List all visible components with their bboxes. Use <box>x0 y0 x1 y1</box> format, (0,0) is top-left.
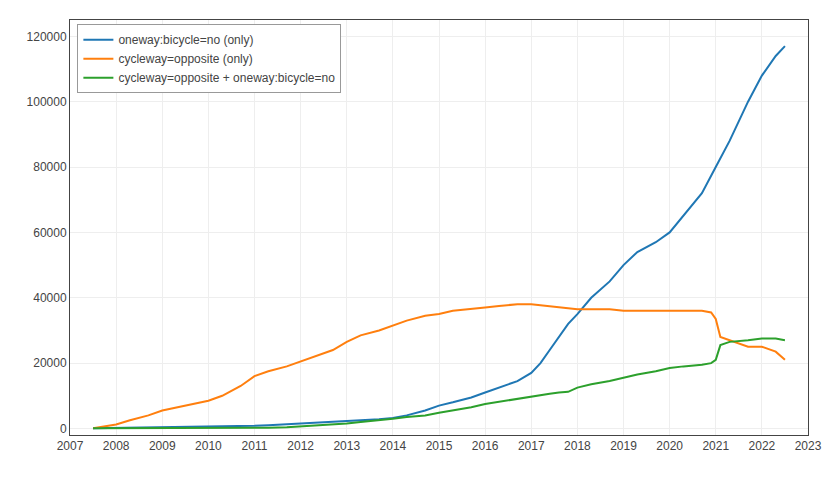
svg-text:40000: 40000 <box>33 291 67 305</box>
svg-text:2008: 2008 <box>103 439 130 453</box>
svg-text:2009: 2009 <box>149 439 176 453</box>
svg-text:2023: 2023 <box>795 439 822 453</box>
svg-text:2019: 2019 <box>610 439 637 453</box>
svg-text:2011: 2011 <box>242 439 268 453</box>
svg-text:cycleway=opposite (only): cycleway=opposite (only) <box>118 52 252 66</box>
svg-text:cycleway=opposite + oneway:bic: cycleway=opposite + oneway:bicycle=no <box>118 71 335 85</box>
svg-text:2022: 2022 <box>749 439 776 453</box>
svg-text:2015: 2015 <box>426 439 453 453</box>
svg-text:2013: 2013 <box>333 439 360 453</box>
svg-text:80000: 80000 <box>33 160 67 174</box>
svg-text:60000: 60000 <box>33 226 67 240</box>
svg-text:2016: 2016 <box>472 439 499 453</box>
svg-text:2021: 2021 <box>702 439 729 453</box>
svg-text:120000: 120000 <box>27 30 67 44</box>
svg-text:100000: 100000 <box>27 95 67 109</box>
svg-text:2012: 2012 <box>287 439 314 453</box>
svg-text:oneway:bicycle=no (only): oneway:bicycle=no (only) <box>118 33 253 47</box>
svg-text:2014: 2014 <box>380 439 407 453</box>
svg-text:2017: 2017 <box>518 439 545 453</box>
svg-text:2007: 2007 <box>57 439 84 453</box>
svg-text:0: 0 <box>60 422 67 436</box>
svg-text:2010: 2010 <box>195 439 222 453</box>
svg-text:2018: 2018 <box>564 439 591 453</box>
svg-text:2020: 2020 <box>656 439 683 453</box>
svg-text:20000: 20000 <box>33 356 67 370</box>
